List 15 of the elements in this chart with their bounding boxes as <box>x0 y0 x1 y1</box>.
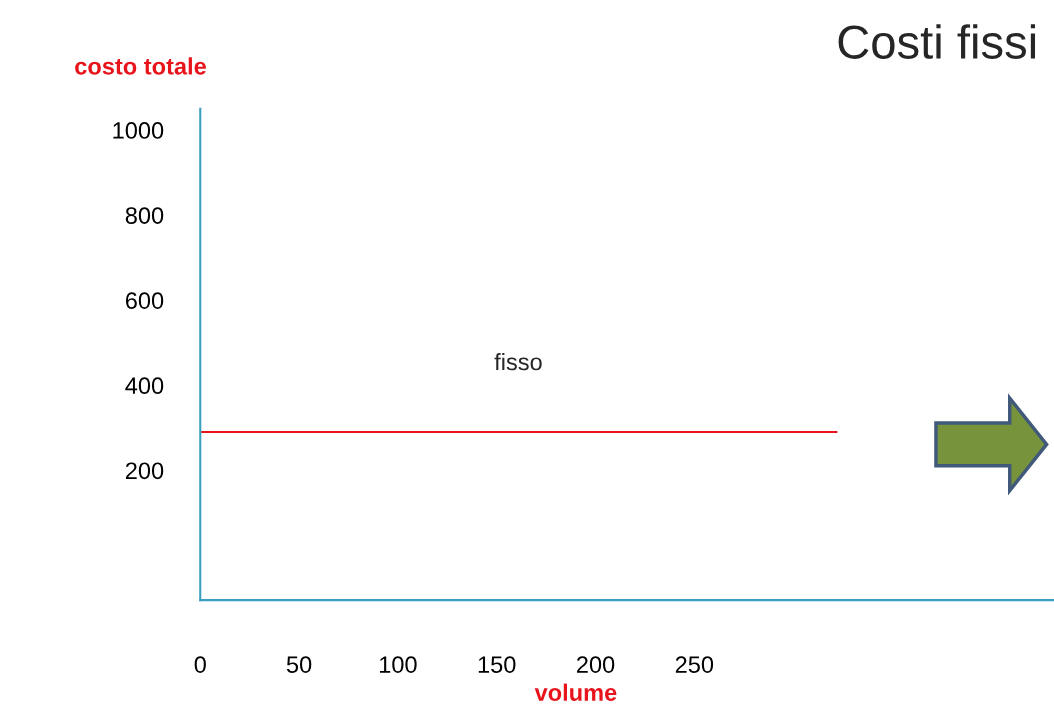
text: fisso <box>494 353 542 371</box>
x-tick-label: 100 <box>379 656 417 673</box>
x-axis-title: volume <box>534 683 617 701</box>
x-tick-label: 0 <box>194 656 206 673</box>
y-tick-label: 600 <box>125 292 164 309</box>
x-tick-label: 200 <box>577 656 615 673</box>
chart-title: Costi fissi <box>838 24 1036 59</box>
y-axis-title: costo totale <box>75 57 206 75</box>
y-tick-label: 400 <box>125 377 164 395</box>
y-tick-label: 200 <box>125 462 164 480</box>
y-tick-label: 1000 <box>113 122 164 139</box>
x-tick-label: 250 <box>675 656 714 673</box>
y-tick-label: 800 <box>125 207 164 224</box>
x-tick-label: 150 <box>478 656 516 673</box>
x-tick-label: 50 <box>286 656 312 673</box>
